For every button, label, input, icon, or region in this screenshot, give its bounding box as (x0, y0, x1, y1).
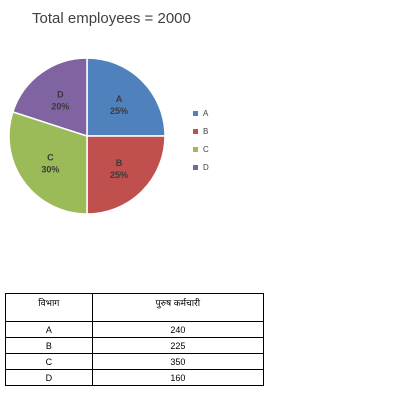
pie-slice-d (11, 57, 88, 138)
legend-swatch-d (193, 164, 198, 170)
slice-category-label-a: A (116, 94, 123, 104)
chart-legend: A B C D (193, 104, 209, 176)
pie-slice-c (8, 110, 88, 215)
slice-category-label-d: D (57, 89, 64, 99)
legend-label-c: C (203, 144, 209, 154)
table-cell-department: B (5, 337, 93, 354)
table-cell-count: 350 (91, 353, 265, 370)
legend-label-b: B (203, 126, 209, 136)
table-header-male-employees: पुरुष कर्मचारी (91, 293, 265, 322)
legend-swatch-a (193, 110, 198, 116)
table-row: B 225 (5, 337, 265, 354)
legend-label-d: D (203, 162, 209, 172)
slice-category-label-b: B (116, 158, 123, 168)
table-header-department: विभाग (5, 293, 93, 322)
slice-value-label-c: 30% (41, 165, 59, 175)
legend-item-a: A (193, 104, 209, 122)
slice-category-label-c: C (47, 153, 54, 163)
slice-value-label-d: 20% (51, 101, 69, 111)
legend-item-b: B (193, 122, 209, 140)
legend-item-d: D (193, 158, 209, 176)
table-cell-count: 225 (91, 337, 265, 354)
table-cell-count: 240 (91, 321, 265, 338)
table-cell-department: A (5, 321, 93, 338)
table-row: D 160 (5, 369, 265, 386)
slice-value-label-a: 25% (110, 106, 128, 116)
table-header-row: विभाग पुरुष कर्मचारी (5, 293, 265, 322)
table-cell-count: 160 (91, 369, 265, 386)
pie-slice-a (86, 57, 166, 137)
slice-value-label-b: 25% (110, 170, 128, 180)
legend-swatch-b (193, 128, 198, 134)
table-cell-department: C (5, 353, 93, 370)
legend-item-c: C (193, 140, 209, 158)
employee-table: विभाग पुरुष कर्मचारी A 240 B 225 C 350 D… (5, 293, 265, 386)
table-cell-department: D (5, 369, 93, 386)
table-row: C 350 (5, 353, 265, 370)
legend-label-a: A (203, 108, 209, 118)
table-row: A 240 (5, 321, 265, 338)
chart-title: Total employees = 2000 (32, 10, 191, 27)
pie-chart: A 25% B 25% C 30% D 20% (8, 57, 166, 215)
legend-swatch-c (193, 146, 198, 152)
pie-slice-b (86, 135, 166, 215)
